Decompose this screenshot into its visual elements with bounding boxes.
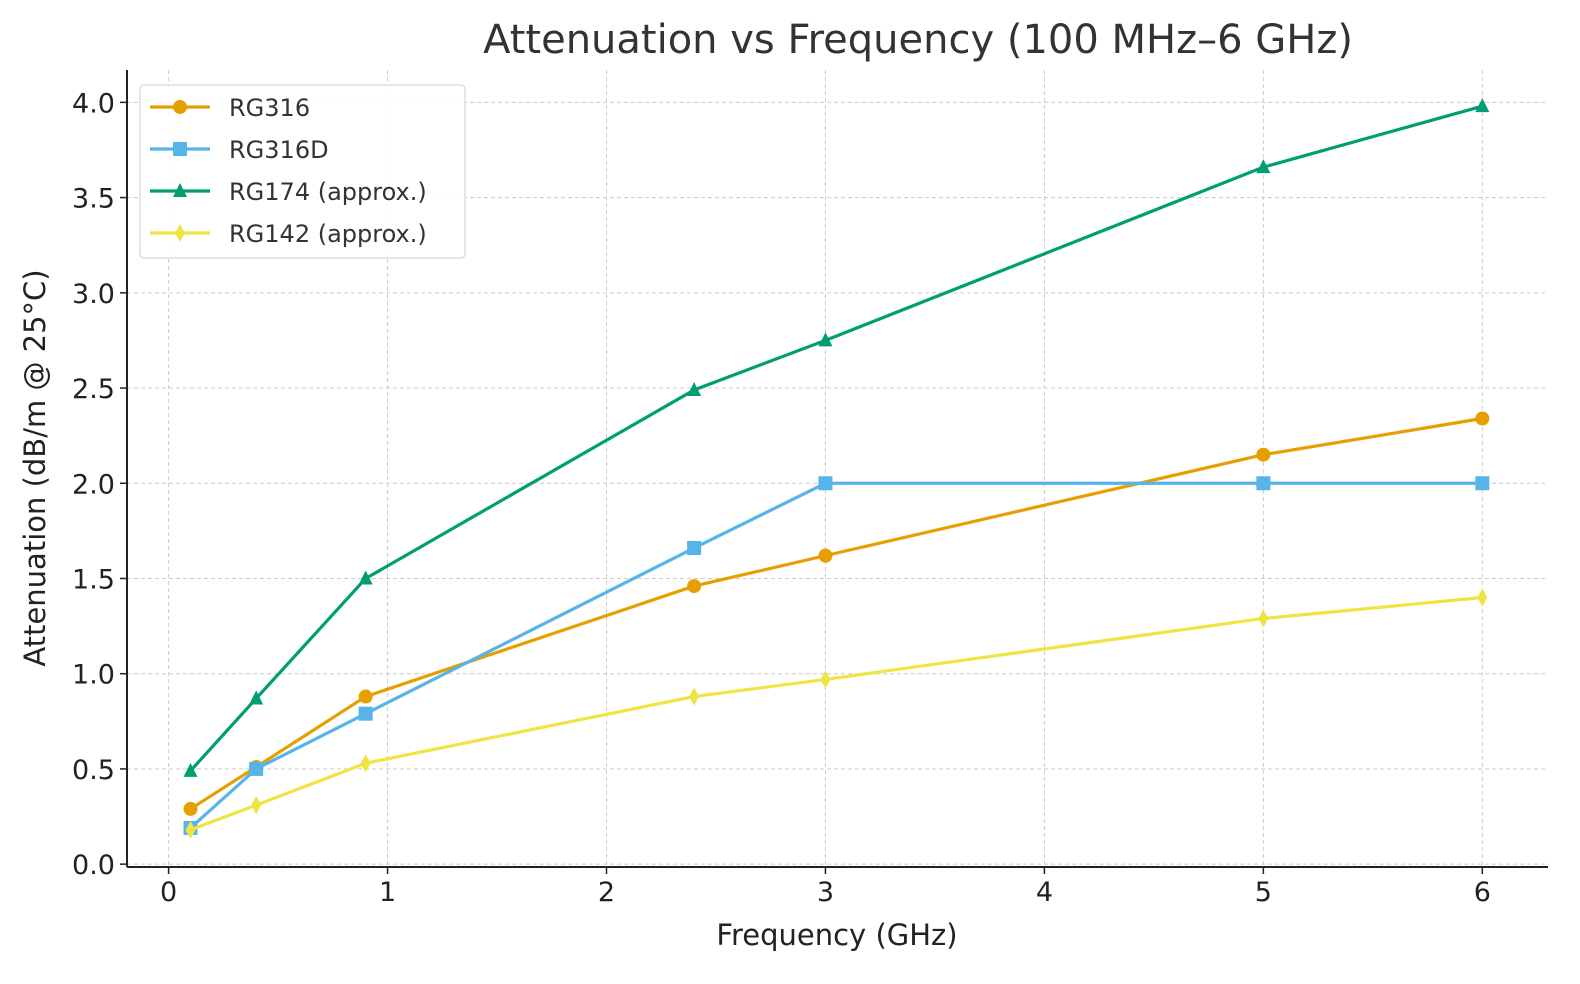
legend-label: RG142 (approx.): [229, 220, 427, 248]
series-line-rg316d: [189, 481, 1483, 830]
data-point-rg142-approx: [1477, 588, 1488, 607]
x-tick-label: 6: [1474, 877, 1491, 908]
y-axis-label: Attenuation (dB/m @ 25°C): [18, 269, 52, 666]
data-point-rg142-approx: [251, 796, 262, 815]
legend-marker: [175, 224, 185, 242]
x-tick-label: 1: [379, 877, 396, 908]
x-tick-label: 2: [598, 877, 615, 908]
axes: 0 1 2 3 4 5 6 0.0 0.5 1.0 1.5 2.0 2.5 3.0 3.5 4.0: [72, 70, 1548, 908]
data-point-rg316: [358, 689, 373, 704]
y-tick-label: 1.5: [72, 564, 115, 595]
data-point-rg316d: [818, 476, 833, 491]
y-tick-label: 2.0: [72, 469, 115, 500]
data-point-rg316d: [249, 761, 264, 776]
x-tick-label: 3: [817, 877, 834, 908]
y-tick-label: 0.0: [72, 850, 115, 881]
data-point-rg316d: [1475, 476, 1490, 491]
data-point-rg316d: [1256, 476, 1271, 491]
data-point-rg174-approx: [1256, 159, 1271, 174]
series-line-rg316: [189, 416, 1483, 811]
chart-title: Attenuation vs Frequency (100 MHz–6 GHz): [483, 17, 1353, 63]
x-tick-label: 0: [160, 877, 177, 908]
y-tick-label: 3.0: [72, 279, 115, 310]
data-point-rg316: [1475, 411, 1490, 426]
legend-marker: [173, 183, 187, 197]
data-point-rg174-approx: [1475, 98, 1490, 113]
y-tick-label: 4.0: [72, 88, 115, 119]
x-axis-label: Frequency (GHz): [716, 918, 957, 952]
legend-label: RG316D: [229, 136, 329, 164]
y-tick-label: 0.5: [72, 755, 115, 786]
data-point-rg316: [818, 548, 833, 563]
series-lines: [183, 98, 1490, 839]
y-tick-label: 3.5: [72, 184, 115, 215]
legend-marker: [173, 142, 187, 156]
legend-label: RG316: [229, 94, 310, 122]
y-tick-label: 2.5: [72, 374, 115, 405]
data-point-rg174-approx: [183, 762, 198, 777]
x-tick-label: 4: [1036, 877, 1053, 908]
data-point-rg142-approx: [185, 820, 196, 839]
data-point-rg142-approx: [1258, 609, 1269, 628]
data-point-rg316: [1256, 447, 1271, 462]
x-tick-label: 5: [1255, 877, 1272, 908]
data-point-rg174-approx: [358, 570, 373, 585]
data-point-rg142-approx: [689, 687, 700, 706]
data-point-rg174-approx: [818, 332, 833, 347]
data-point-rg174-approx: [687, 381, 702, 396]
data-point-rg316d: [687, 541, 702, 556]
data-point-rg142-approx: [820, 670, 831, 689]
series-line-rg142-approx: [189, 595, 1483, 832]
data-point-rg316: [183, 801, 198, 816]
y-tick-label: 1.0: [72, 660, 115, 691]
legend-marker: [173, 100, 187, 114]
legend: RG316 RG316D RG174 (approx.) RG142 (approx.…: [139, 84, 466, 259]
data-point-rg316d: [358, 706, 373, 721]
legend-box: [139, 84, 466, 259]
legend-label: RG174 (approx.): [229, 178, 427, 206]
data-point-rg142-approx: [360, 754, 371, 773]
data-point-rg174-approx: [249, 690, 264, 705]
data-point-rg316: [687, 579, 702, 594]
